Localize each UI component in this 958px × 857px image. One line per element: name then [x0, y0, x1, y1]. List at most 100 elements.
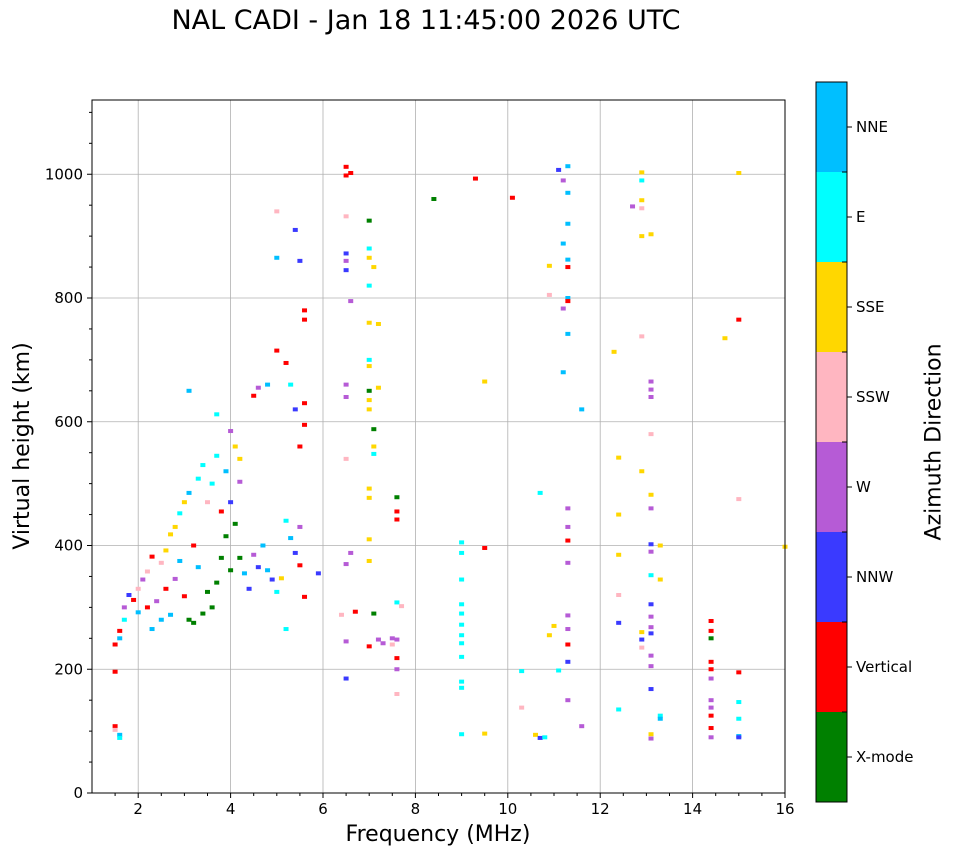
- x-tick-label: 6: [318, 800, 328, 818]
- echo-point-vertical: [708, 713, 714, 718]
- echo-point-w: [389, 636, 395, 641]
- echo-point-e: [459, 685, 465, 690]
- echo-point-sse: [611, 349, 617, 354]
- echo-points: [112, 164, 788, 741]
- echo-point-e: [121, 617, 127, 622]
- echo-point-x-mode: [366, 388, 372, 393]
- echo-point-vertical: [112, 724, 118, 729]
- echo-point-ssw: [639, 334, 645, 339]
- echo-point-sse: [482, 379, 488, 384]
- echo-point-w: [565, 524, 571, 529]
- echo-point-vertical: [149, 554, 155, 559]
- echo-point-e: [459, 577, 465, 582]
- echo-point-nnw: [343, 676, 349, 681]
- echo-point-e: [366, 246, 372, 251]
- echo-point-e: [214, 412, 220, 417]
- echo-point-vertical: [509, 195, 515, 200]
- echo-point-nne: [168, 612, 174, 617]
- echo-point-w: [579, 724, 585, 729]
- y-axis-label: Virtual height (km): [10, 342, 35, 549]
- echo-point-x-mode: [223, 534, 229, 539]
- echo-point-nnw: [648, 542, 654, 547]
- echo-point-vertical: [565, 538, 571, 543]
- echo-point-e: [616, 707, 622, 712]
- echo-point-e: [459, 633, 465, 638]
- axes: 2 4 6 8 10 12 14 16 0 200 400 600 800 1000: [45, 111, 795, 818]
- echo-point-nne: [117, 732, 123, 737]
- echo-point-e: [459, 611, 465, 616]
- echo-point-nne: [565, 331, 571, 336]
- echo-point-vertical: [482, 545, 488, 550]
- echo-point-sse: [366, 486, 372, 491]
- echo-point-sse: [366, 558, 372, 563]
- echo-point-e: [459, 550, 465, 555]
- y-tick-label: 600: [54, 413, 83, 431]
- echo-point-vertical: [302, 308, 308, 313]
- echo-point-nne: [265, 568, 271, 573]
- echo-point-sse: [168, 532, 174, 537]
- x-tick-label: 14: [683, 800, 702, 818]
- echo-point-sse: [237, 456, 243, 461]
- echo-point-w: [348, 299, 354, 304]
- echo-point-sse: [639, 630, 645, 635]
- echo-point-w: [648, 506, 654, 511]
- echo-point-e: [459, 654, 465, 659]
- echo-point-vertical: [302, 594, 308, 599]
- echo-point-vertical: [394, 509, 400, 514]
- echo-point-vertical: [112, 669, 118, 674]
- echo-point-ssw: [648, 432, 654, 437]
- colorbar: X-mode Vertical NNW W SSW SSE E NNE: [815, 81, 913, 803]
- echo-point-e: [283, 518, 289, 523]
- echo-point-vertical: [565, 299, 571, 304]
- colorbar-tick-label: NNE: [856, 118, 888, 136]
- x-tick-label: 10: [498, 800, 517, 818]
- echo-point-vertical: [736, 670, 742, 675]
- echo-point-w: [565, 627, 571, 632]
- echo-point-vertical: [302, 401, 308, 406]
- echo-point-nnw: [343, 268, 349, 273]
- echo-point-vertical: [708, 618, 714, 623]
- colorbar-swatch: [816, 172, 847, 262]
- echo-point-x-mode: [200, 611, 206, 616]
- echo-point-sse: [181, 500, 187, 505]
- echo-point-w: [172, 576, 178, 581]
- echo-point-sse: [533, 732, 539, 737]
- echo-point-ssw: [205, 500, 210, 505]
- echo-point-w: [154, 599, 160, 604]
- echo-point-x-mode: [394, 495, 400, 500]
- echo-point-e: [214, 453, 220, 458]
- echo-point-w: [708, 705, 714, 710]
- y-tick-label: 200: [54, 660, 83, 678]
- echo-point-ssw: [546, 292, 552, 297]
- echo-point-ssw: [274, 209, 280, 214]
- echo-point-e: [274, 589, 280, 594]
- echo-point-ssw: [158, 560, 164, 565]
- echo-point-nnw: [565, 659, 571, 664]
- echo-point-nne: [560, 241, 566, 246]
- colorbar-swatch: [816, 82, 847, 172]
- echo-point-sse: [639, 234, 645, 239]
- echo-point-e: [394, 600, 400, 605]
- echo-point-ssw: [394, 692, 400, 696]
- echo-point-e: [639, 178, 645, 183]
- echo-point-e: [736, 700, 742, 705]
- y-tick-label: 1000: [45, 165, 83, 183]
- echo-point-vertical: [144, 605, 150, 610]
- echo-point-e: [537, 490, 543, 495]
- echo-point-vertical: [283, 360, 289, 365]
- echo-point-sse: [232, 444, 238, 449]
- echo-point-w: [394, 637, 400, 642]
- colorbar-swatch: [816, 622, 847, 712]
- echo-point-vertical: [708, 667, 714, 672]
- echo-point-w: [343, 258, 349, 263]
- echo-point-e: [736, 716, 742, 721]
- echo-point-e: [657, 713, 663, 718]
- colorbar-tick-label: E: [856, 208, 865, 226]
- echo-point-e: [648, 573, 654, 578]
- echo-point-sse: [648, 732, 654, 737]
- echo-point-vertical: [163, 586, 169, 591]
- echo-point-w: [648, 736, 654, 741]
- echo-point-vertical: [565, 642, 571, 647]
- echo-point-sse: [163, 548, 169, 553]
